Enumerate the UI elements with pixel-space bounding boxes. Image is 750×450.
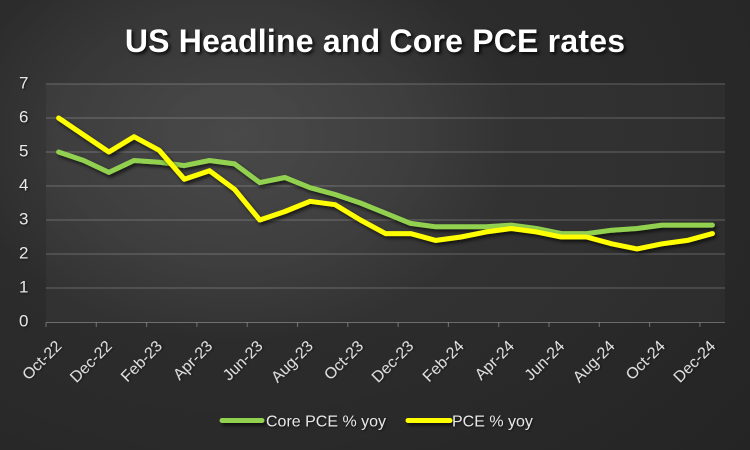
svg-text:Apr-23: Apr-23 — [170, 338, 216, 384]
svg-text:Oct-24: Oct-24 — [623, 338, 669, 384]
svg-text:Dec-23: Dec-23 — [369, 338, 418, 387]
svg-text:Dec-24: Dec-24 — [671, 338, 720, 387]
svg-text:Core PCE % yoy: Core PCE % yoy — [266, 414, 386, 431]
svg-text:PCE % yoy: PCE % yoy — [452, 414, 533, 431]
svg-text:Oct-22: Oct-22 — [19, 338, 65, 384]
svg-text:1: 1 — [19, 278, 28, 297]
svg-text:Oct-23: Oct-23 — [321, 338, 367, 384]
svg-text:7: 7 — [19, 74, 28, 93]
svg-text:6: 6 — [19, 108, 28, 127]
svg-text:Feb-24: Feb-24 — [420, 338, 468, 386]
svg-text:0: 0 — [19, 312, 28, 331]
svg-text:Jun-23: Jun-23 — [220, 338, 267, 385]
svg-text:Feb-23: Feb-23 — [118, 338, 166, 386]
svg-text:Aug-24: Aug-24 — [570, 338, 619, 387]
svg-text:3: 3 — [19, 210, 28, 229]
svg-text:Jun-24: Jun-24 — [522, 338, 569, 385]
svg-text:5: 5 — [19, 142, 28, 161]
svg-text:4: 4 — [19, 176, 28, 195]
svg-text:Apr-24: Apr-24 — [472, 338, 518, 384]
svg-text:Dec-22: Dec-22 — [67, 338, 116, 387]
svg-text:2: 2 — [19, 244, 28, 263]
svg-text:Aug-23: Aug-23 — [268, 338, 317, 387]
